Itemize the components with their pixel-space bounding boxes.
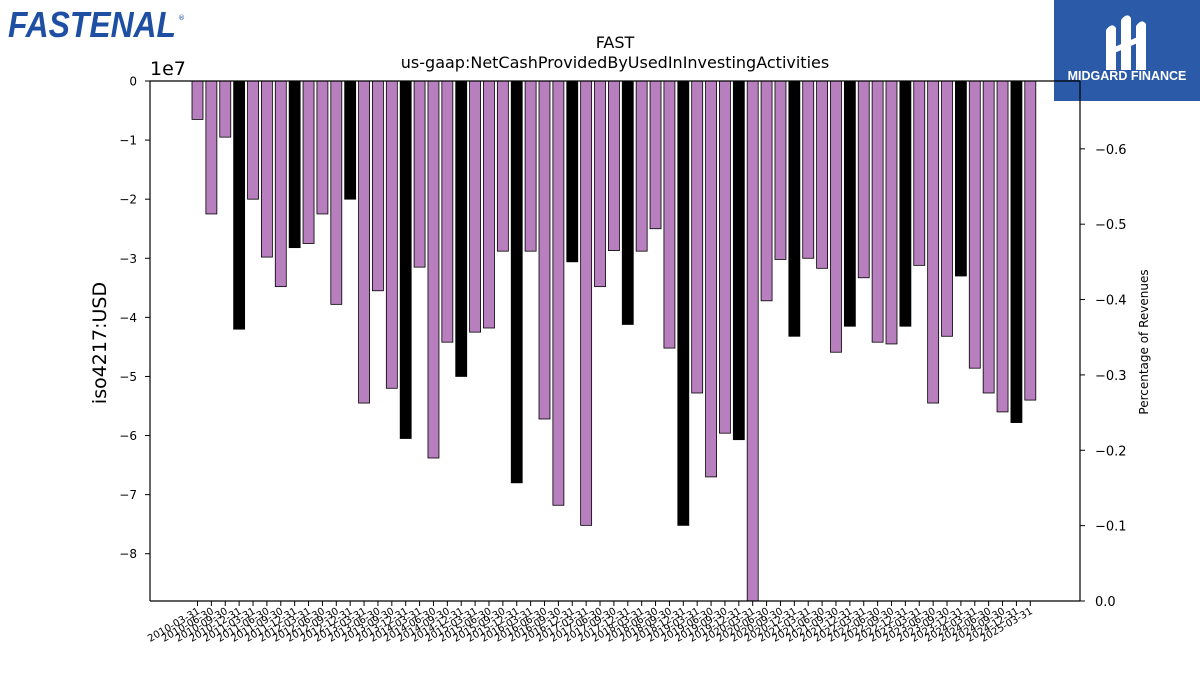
y2-tick-label: −0.5 <box>1095 218 1127 233</box>
bar-2017-03-31 <box>580 80 593 526</box>
y-tick-label: −1 <box>119 134 137 148</box>
y2-tick-label: −0.2 <box>1095 444 1127 459</box>
bar-2016-03-31 <box>524 80 537 252</box>
bar-2017-12-31 <box>621 80 634 325</box>
bar-2011-12-31 <box>288 80 301 249</box>
fastenal-logo: FASTENAL ® <box>6 4 196 50</box>
bar-2013-12-31 <box>399 80 412 439</box>
chart-title: FAST <box>596 33 635 52</box>
svg-text:®: ® <box>178 14 185 22</box>
bar-2019-06-30 <box>705 80 717 478</box>
y2-tick-label: 0.0 <box>1095 595 1116 610</box>
bar-2010-03-31 <box>191 80 204 120</box>
bar-2014-12-31 <box>455 80 468 377</box>
bar-2023-12-31 <box>955 80 967 277</box>
bar-2018-06-30 <box>649 80 662 230</box>
bar-2012-06-30 <box>316 80 329 215</box>
y2-tick-label: −0.6 <box>1095 143 1127 158</box>
bar-2022-03-31 <box>857 80 870 279</box>
y-offset-text: 1e7 <box>150 58 186 80</box>
bar-2013-09-30 <box>385 80 398 389</box>
bar-2012-09-30 <box>330 80 343 305</box>
bar-2014-06-30 <box>427 80 440 459</box>
bar-2018-03-31 <box>635 80 648 252</box>
bar-2015-06-30 <box>483 80 495 329</box>
bar-2011-06-30 <box>260 80 273 258</box>
bar-2013-06-30 <box>372 80 384 292</box>
bar-2018-09-30 <box>663 80 676 349</box>
bar-2020-12-31 <box>788 80 801 337</box>
fastenal-logo-text: FASTENAL <box>8 4 176 45</box>
bar-2015-12-31 <box>510 80 523 484</box>
y-tick-label: −3 <box>119 252 137 266</box>
bar-2016-06-30 <box>538 80 551 420</box>
chart-subtitle: us-gaap:NetCashProvidedByUsedInInvesting… <box>401 53 829 72</box>
bar-2024-06-30 <box>982 80 995 394</box>
bar-2010-06-30 <box>205 80 218 215</box>
y-tick-label: −7 <box>119 488 137 502</box>
y-tick-label: −5 <box>119 370 137 384</box>
y2-tick-label: −0.3 <box>1095 369 1127 384</box>
y-tick-label: −4 <box>119 311 137 325</box>
y2-tick-label: −0.1 <box>1095 520 1127 535</box>
bar-2020-09-30 <box>774 80 787 260</box>
bar-2019-12-31 <box>732 80 745 441</box>
bars-group <box>191 80 1037 602</box>
bar-2016-12-31 <box>566 80 579 263</box>
bar-2017-09-30 <box>608 80 620 251</box>
bar-2021-06-30 <box>816 80 828 269</box>
y-tick-label: −8 <box>119 547 137 561</box>
y-tick-label: −2 <box>119 193 137 207</box>
bar-2011-03-31 <box>247 80 259 200</box>
bar-2012-12-31 <box>344 80 357 200</box>
y2-tick-label: −0.4 <box>1095 294 1127 309</box>
bar-2022-06-30 <box>871 80 884 343</box>
x-axis: 2010-03-312010-06-302010-09-302010-12-31… <box>146 601 1035 645</box>
y-tick-label: −6 <box>119 429 137 443</box>
bar-2018-12-31 <box>677 80 690 526</box>
y-axis-label: iso4217:USD <box>89 282 111 404</box>
bar-2020-03-31 <box>746 80 759 602</box>
bar-2010-12-31 <box>233 80 246 330</box>
bar-2021-12-31 <box>843 80 856 327</box>
bar-2014-03-31 <box>413 80 426 268</box>
bar-2012-03-31 <box>302 80 315 244</box>
y2-axis-label: Percentage of Revenues <box>1137 269 1151 414</box>
bar-2014-09-30 <box>441 80 454 343</box>
bar-2019-09-30 <box>719 80 731 434</box>
bar-2022-12-31 <box>899 80 912 327</box>
midgard-emblem-icon <box>1106 15 1146 70</box>
bar-2022-09-30 <box>885 80 898 345</box>
bar-2015-03-31 <box>469 80 482 333</box>
bar-2019-03-31 <box>691 80 704 394</box>
y-tick-label: 0 <box>129 75 137 89</box>
bar-2015-09-30 <box>496 80 509 252</box>
y2-axis: 0.0 −0.1 −0.2 −0.3 −0.4 −0.5 −0.6 <box>1080 143 1127 610</box>
bar-2023-06-30 <box>927 80 940 404</box>
bar-2021-09-30 <box>830 80 842 353</box>
bar-2024-09-30 <box>996 80 1009 413</box>
bar-2011-09-30 <box>274 80 287 288</box>
midgard-finance-logo: MIDGARD FINANCE <box>1054 0 1200 101</box>
bar-2016-09-30 <box>552 80 565 506</box>
bar-2021-03-31 <box>802 80 815 259</box>
midgard-logo-text: MIDGARD FINANCE <box>1068 69 1187 83</box>
bar-2020-06-30 <box>760 80 773 302</box>
bar-2013-03-31 <box>358 80 370 404</box>
bar-2023-03-31 <box>913 80 926 266</box>
bar-2025-03-31 <box>1024 80 1037 401</box>
bar-2024-12-31 <box>1010 80 1023 423</box>
bar-2023-09-30 <box>941 80 953 337</box>
bar-2017-06-30 <box>594 80 606 288</box>
bar-2010-09-30 <box>219 80 232 138</box>
bar-2024-03-31 <box>968 80 981 369</box>
y-axis: 0 −1 −2 −3 −4 −5 −6 −7 −8 <box>119 75 1081 602</box>
